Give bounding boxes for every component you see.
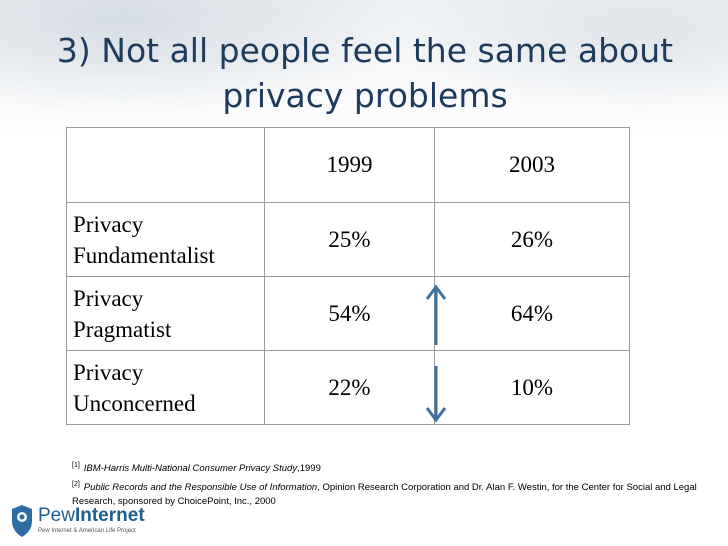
row-label: Privacy Pragmatist [66,276,265,351]
logo-internet: Internet [74,505,145,526]
footnote-2-marker: [2] [72,481,80,489]
row-label-line-1: Privacy [73,285,144,311]
logo-pew: Pew [38,505,75,526]
row-label-line-2: Fundamentalist [73,242,215,268]
slide-title: 3) Not all people feel the same about pr… [40,28,690,118]
header-cell-empty [66,127,265,203]
footnote-2: [2] Public Records and the Responsible Us… [72,478,722,509]
table-row: Privacy Pragmatist 54% 64% [66,276,630,351]
cell-2003: 64% [434,276,630,351]
row-label-line-2: Pragmatist [73,316,172,342]
row-label: Privacy Unconcerned [66,350,265,425]
value-2003: 26% [510,226,554,252]
row-label: Privacy Fundamentalist [66,202,265,277]
arrow-up-icon [425,284,447,345]
logo-tagline: Pew Internet & American Life Project [38,528,136,534]
value-2003: 64% [510,300,554,326]
value-1999: 54% [328,300,371,326]
value-1999: 25% [328,226,371,252]
footnote-2-title: Public Records and the Responsible Use o… [83,482,318,494]
value-2003: 10% [510,374,554,400]
footnote-2-rest: , Opinion Research Corporation and Dr. A… [72,482,697,508]
cell-1999: 54% [264,276,435,351]
row-label-line-1: Privacy [73,211,144,237]
privacy-table: 1999 2003 Privacy Fundamentalist 25% 26%… [66,127,630,425]
header-cell-2003: 2003 [434,127,630,203]
header-2003: 2003 [509,152,555,177]
table-header-row: 1999 2003 [66,127,630,203]
row-label-line-2: Unconcerned [73,390,196,416]
header-cell-1999: 1999 [264,127,435,203]
title-line-2: privacy problems [222,76,508,115]
pew-logo-icon [12,505,32,537]
title-line-1: 3) Not all people feel the same about [56,31,674,70]
cell-1999: 22% [264,350,435,425]
header-1999: 1999 [326,152,373,177]
logo-wordmark: PewInternet [38,505,145,527]
value-1999: 22% [328,374,371,400]
pew-internet-logo: PewInternet Pew Internet & American Life… [8,503,145,544]
cell-1999: 25% [264,202,435,277]
footnote-1: [1] IBM-Harris Multi-National Consumer Pr… [72,459,722,476]
footnote-1-title: IBM-Harris Multi-National Consumer Priva… [83,463,298,475]
cell-2003: 26% [434,202,630,277]
row-label-line-1: Privacy [73,359,144,385]
footnotes: [1] IBM-Harris Multi-National Consumer Pr… [72,459,722,509]
footnote-1-marker: [1] [72,462,80,469]
table-row: Privacy Unconcerned 22% 10% [66,350,630,425]
footnote-1-rest: ,1999 [297,463,321,475]
arrow-down-icon [425,366,447,423]
table-row: Privacy Fundamentalist 25% 26% [66,202,630,277]
cell-2003: 10% [434,350,630,425]
